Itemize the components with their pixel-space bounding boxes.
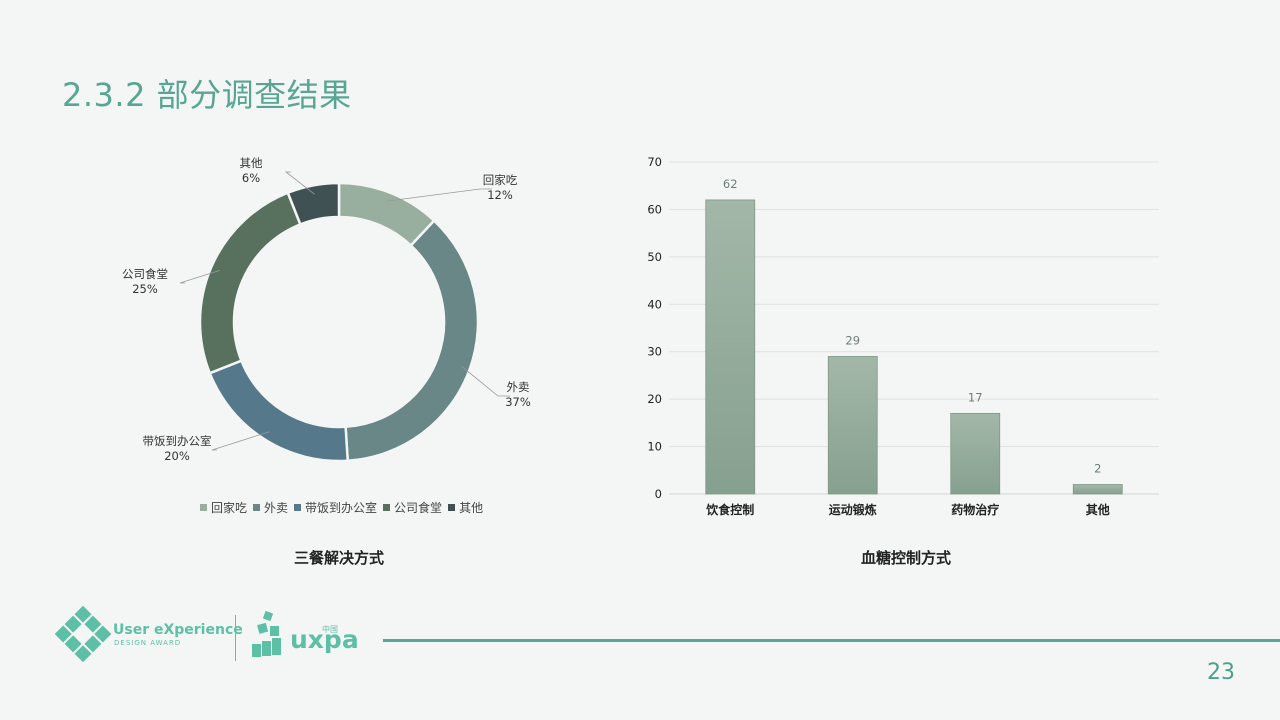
- donut-percent: 6%: [242, 171, 260, 185]
- x-category-label: 饮食控制: [705, 502, 754, 517]
- bar-value-label: 62: [723, 177, 738, 191]
- uxpa-text: uxpa: [290, 625, 359, 654]
- legend-item: 外卖: [253, 499, 288, 516]
- uxpa-blocks-icon: [252, 610, 281, 657]
- y-tick-label: 10: [647, 440, 662, 454]
- donut-label: 带饭到办公室: [143, 434, 212, 448]
- y-tick-label: 0: [655, 487, 662, 501]
- legend-swatch-icon: [253, 504, 261, 511]
- logo-divider: [235, 615, 236, 661]
- x-category-label: 其他: [1086, 502, 1110, 517]
- uxpa-cn: 中国: [322, 625, 338, 634]
- page-number: 23: [1207, 660, 1235, 685]
- legend-swatch-icon: [448, 504, 456, 511]
- y-tick-label: 30: [647, 345, 662, 359]
- bar-value-label: 2: [1094, 462, 1101, 476]
- y-tick-label: 40: [647, 297, 662, 311]
- bar-value-label: 17: [968, 390, 983, 404]
- donut-percent: 12%: [487, 188, 513, 202]
- donut-label: 回家吃: [483, 173, 518, 187]
- y-tick-label: 60: [647, 202, 662, 216]
- x-category-label: 运动锻炼: [829, 502, 877, 517]
- legend-item: 带饭到办公室: [294, 499, 377, 516]
- donut-label: 其他: [240, 156, 263, 170]
- legend-item: 其他: [448, 499, 483, 516]
- legend-label: 外卖: [264, 501, 289, 515]
- donut-label: 公司食堂: [122, 267, 168, 281]
- bar: [827, 356, 878, 495]
- legend-swatch-icon: [383, 504, 391, 511]
- diamond-logo-icon: [55, 606, 112, 663]
- donut-label: 外卖: [507, 380, 530, 394]
- legend-label: 带饭到办公室: [305, 501, 378, 515]
- ux-award-subtitle: DESIGN AWARD: [114, 639, 182, 647]
- legend-item: 公司食堂: [383, 499, 442, 516]
- y-tick-label: 50: [647, 250, 662, 264]
- bar: [1072, 484, 1123, 495]
- donut-percent: 20%: [164, 449, 190, 463]
- y-tick-label: 20: [647, 392, 662, 406]
- bar-chart: 0 10 20 30 40 50 60 70 62 饮食控制 29 运动锻炼 17 药物治疗 2 其他: [647, 155, 1159, 517]
- donut-percent: 37%: [505, 395, 531, 409]
- bar-chart-title: 血糖控制方式: [860, 549, 951, 567]
- ux-award-title: User eXperience: [113, 622, 243, 638]
- y-tick-label: 70: [647, 155, 662, 169]
- footer-line: [383, 639, 1280, 642]
- x-category-label: 药物治疗: [951, 502, 999, 517]
- donut-slice: [286, 181, 341, 226]
- legend-label: 公司食堂: [394, 501, 443, 515]
- legend-item: 回家吃: [200, 499, 247, 516]
- legend-label: 回家吃: [211, 501, 248, 515]
- bar-value-label: 29: [845, 333, 860, 347]
- donut-percent: 25%: [132, 282, 158, 296]
- bar: [705, 199, 756, 495]
- donut-chart-title: 三餐解决方式: [293, 549, 384, 567]
- page-title: 2.3.2 部分调查结果: [62, 76, 352, 114]
- legend-swatch-icon: [294, 504, 302, 511]
- donut-legend: 回家吃 外卖 带饭到办公室 公司食堂 其他: [200, 499, 483, 516]
- legend-swatch-icon: [200, 504, 207, 511]
- bar: [950, 412, 1001, 495]
- legend-label: 其他: [459, 501, 484, 515]
